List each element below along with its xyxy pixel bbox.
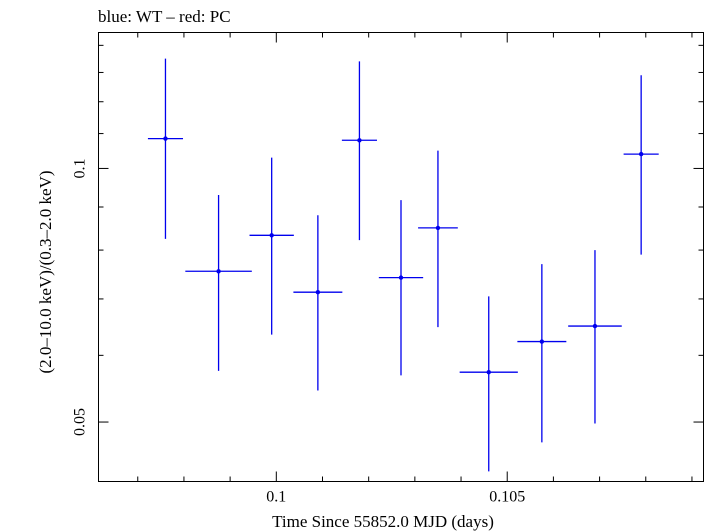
y-tick-label: 0.1	[72, 158, 89, 178]
x-tick-label: 0.105	[489, 489, 525, 506]
point-marker	[435, 225, 441, 231]
axis-tick-labels: 0.1 0.105 0.05 0.1	[72, 158, 526, 505]
point-marker	[638, 151, 644, 157]
x-axis-label: Time Since 55852.0 MJD (days)	[272, 512, 494, 531]
point-marker	[398, 275, 404, 280]
data-point	[341, 61, 377, 241]
data-point	[249, 157, 294, 335]
axis-ticks	[98, 32, 704, 482]
data-point	[459, 296, 518, 472]
point-marker	[216, 269, 221, 274]
data-point	[418, 150, 458, 328]
chart-title: blue: WT – red: PC	[98, 7, 231, 26]
point-marker	[269, 233, 274, 238]
point-marker	[315, 290, 321, 295]
point-marker	[486, 369, 491, 375]
plot-frame	[98, 32, 704, 482]
point-marker	[357, 138, 362, 143]
data-point	[378, 200, 424, 376]
data-point	[293, 215, 343, 391]
y-axis-label: (2.0–10.0 keV)/(0.3–2.0 keV)	[36, 170, 55, 373]
point-marker	[539, 339, 545, 344]
data-point	[147, 58, 184, 239]
data-points	[147, 58, 659, 472]
x-tick-label: 0.1	[266, 489, 286, 506]
y-tick-label: 0.05	[72, 408, 89, 436]
data-point	[623, 75, 659, 255]
point-marker	[592, 323, 598, 329]
data-point	[185, 194, 252, 371]
data-point	[517, 264, 567, 443]
point-marker	[163, 136, 168, 141]
data-point	[568, 250, 622, 424]
